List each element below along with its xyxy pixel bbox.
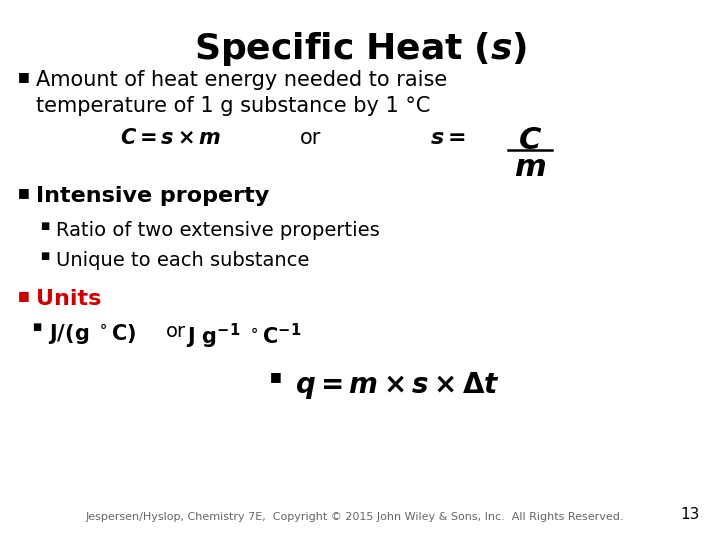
Text: temperature of 1 g substance by 1 °C: temperature of 1 g substance by 1 °C bbox=[36, 96, 431, 116]
Text: $\mathbf{J/(g\ {^\circ}C)}$: $\mathbf{J/(g\ {^\circ}C)}$ bbox=[48, 322, 137, 346]
Text: ■: ■ bbox=[40, 221, 49, 231]
Text: $\boldsymbol{s =}$: $\boldsymbol{s =}$ bbox=[430, 128, 466, 148]
Text: or: or bbox=[166, 322, 186, 341]
Text: ■: ■ bbox=[18, 186, 30, 199]
Text: Jespersen/Hyslop, Chemistry 7E,  Copyright © 2015 John Wiley & Sons, Inc.  All R: Jespersen/Hyslop, Chemistry 7E, Copyrigh… bbox=[86, 512, 624, 522]
Text: ■: ■ bbox=[18, 70, 30, 83]
Text: 13: 13 bbox=[680, 507, 700, 522]
Text: $\boldsymbol{q = m \times s \times \Delta t}$: $\boldsymbol{q = m \times s \times \Delt… bbox=[295, 370, 500, 401]
Text: or: or bbox=[300, 128, 321, 148]
Text: $\boldsymbol{C}$: $\boldsymbol{C}$ bbox=[518, 126, 542, 155]
Text: ■: ■ bbox=[18, 289, 30, 302]
Text: $\mathbf{Specific\ Heat\ (}\boldsymbol{s}\mathbf{)}$: $\mathbf{Specific\ Heat\ (}\boldsymbol{s… bbox=[194, 30, 526, 68]
Text: Units: Units bbox=[36, 289, 102, 309]
Text: $\boldsymbol{m}$: $\boldsymbol{m}$ bbox=[514, 153, 546, 182]
Text: Ratio of two extensive properties: Ratio of two extensive properties bbox=[56, 221, 379, 240]
Text: Unique to each substance: Unique to each substance bbox=[56, 251, 310, 270]
Text: $\mathbf{J\ g^{-1}\ {^\circ}C^{-1}}$: $\mathbf{J\ g^{-1}\ {^\circ}C^{-1}}$ bbox=[186, 322, 302, 351]
Text: $\boldsymbol{C = s \times m}$: $\boldsymbol{C = s \times m}$ bbox=[120, 128, 222, 148]
Text: ■: ■ bbox=[32, 322, 41, 332]
Text: ■: ■ bbox=[40, 251, 49, 261]
Text: Intensive property: Intensive property bbox=[36, 186, 269, 206]
Text: ■: ■ bbox=[270, 370, 282, 383]
Text: Amount of heat energy needed to raise: Amount of heat energy needed to raise bbox=[36, 70, 447, 90]
